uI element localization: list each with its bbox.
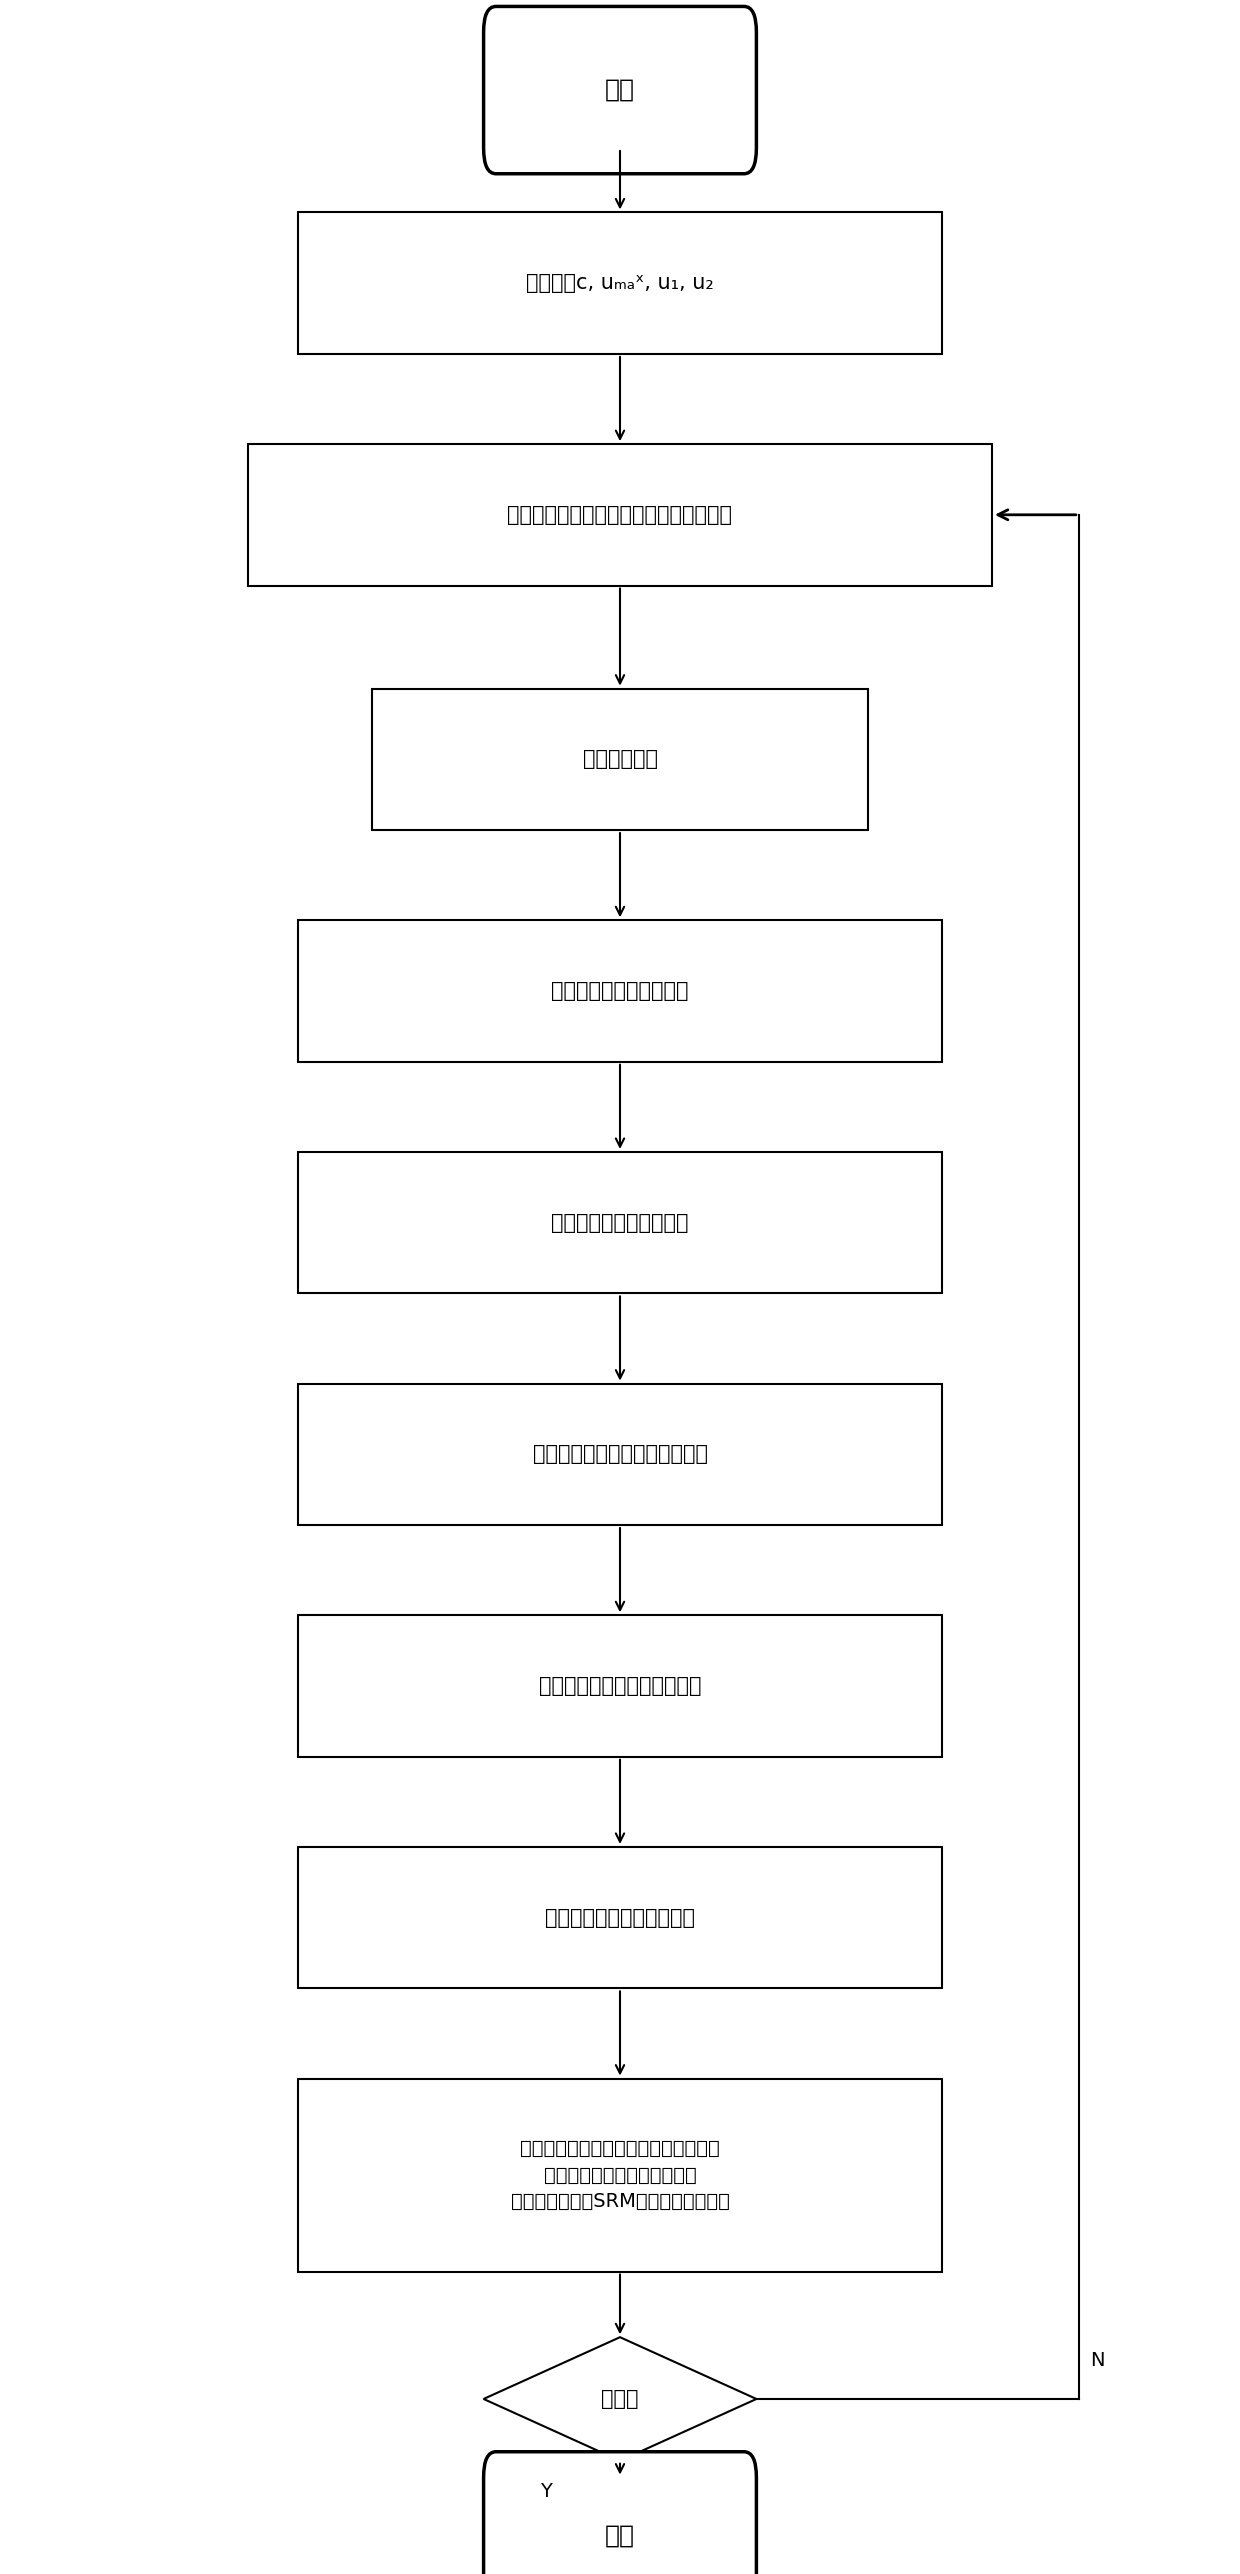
FancyBboxPatch shape [484, 5, 756, 175]
Text: 开始: 开始 [605, 77, 635, 103]
Text: 电机停: 电机停 [601, 2389, 639, 2409]
Bar [298, 1848, 942, 1987]
Text: 各相非线性补偿电流计算: 各相非线性补偿电流计算 [552, 1212, 688, 1233]
Text: 结束: 结束 [605, 2523, 635, 2548]
Bar [298, 1385, 942, 1524]
Bar [298, 1153, 942, 1292]
Text: 各相转矩分配: 各相转矩分配 [583, 749, 657, 770]
Bar [298, 919, 942, 1060]
Bar [372, 687, 868, 829]
FancyBboxPatch shape [484, 2450, 756, 2574]
Text: N: N [1090, 2350, 1105, 2371]
Text: Y: Y [539, 2481, 552, 2502]
Text: 设置参数c, uₘₐˣ, u₁, u₂: 设置参数c, uₘₐˣ, u₁, u₂ [526, 273, 714, 293]
Polygon shape [484, 2337, 756, 2461]
Text: 电流滞回控制器开关量计算: 电流滞回控制器开关量计算 [546, 1907, 694, 1928]
Text: 控制电流与实测电流偏差计算: 控制电流与实测电流偏差计算 [538, 1676, 702, 1696]
Bar [298, 1616, 942, 1758]
Text: 非线性补偿的各相控制电流计算: 非线性补偿的各相控制电流计算 [532, 1444, 708, 1465]
Bar [298, 2080, 942, 2273]
Text: 电流滞回控制器控制量送入脉宽调制器
脉宽调制器控制功率驱动装置
功率驱动装置向SRM电机输入控制电流: 电流滞回控制器控制量送入脉宽调制器 脉宽调制器控制功率驱动装置 功率驱动装置向S… [511, 2139, 729, 2211]
Text: 三相电流值、总转矩及转子位置角度采样: 三相电流值、总转矩及转子位置角度采样 [507, 505, 733, 525]
Bar [298, 211, 942, 353]
Text: 计算各相基本控制电流值: 计算各相基本控制电流值 [552, 981, 688, 1001]
Bar [248, 443, 992, 584]
